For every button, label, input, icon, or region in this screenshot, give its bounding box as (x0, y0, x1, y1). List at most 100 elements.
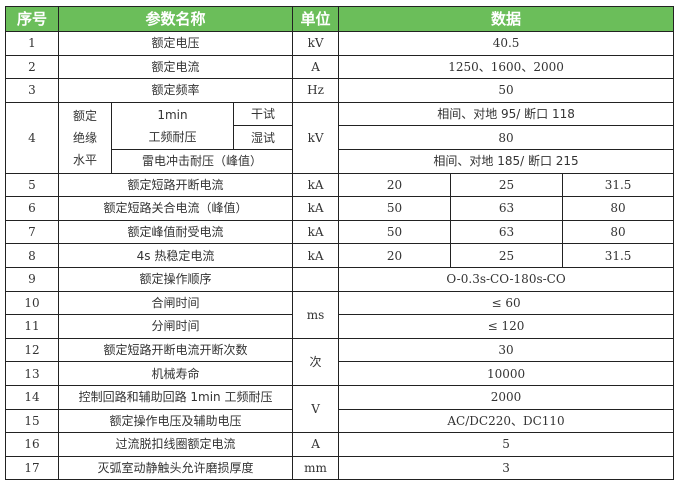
table-row: 15 额定操作电压及辅助电压 AC/DC220、DC110 (5, 408, 675, 434)
row-unit: Hz (292, 78, 340, 103)
freq-line: 1min (157, 107, 188, 122)
row-unit: A (292, 54, 340, 80)
row-name: 额定短路开断电流 (57, 172, 294, 198)
row-value: 50 (338, 196, 452, 221)
row-no: 8 (5, 243, 59, 268)
header-name: 参数名称 (57, 6, 294, 32)
row-no: 6 (5, 196, 59, 221)
row-data: 50 (338, 78, 675, 103)
table-row: 3 额定频率 Hz 50 (5, 78, 675, 103)
row-value: 50 (338, 219, 452, 245)
row-data: 40.5 (338, 31, 675, 56)
table-row: 2 额定电流 A 1250、1600、2000 (5, 54, 675, 80)
wet-value: 80 (338, 125, 675, 150)
table-row: 6 额定短路关合电流（峰值） kA 50 63 80 (5, 196, 675, 221)
row-unit: kV (292, 101, 340, 174)
row-unit: kA (292, 243, 340, 268)
header-data: 数据 (338, 6, 675, 32)
wet-test: 湿试 (232, 125, 294, 150)
row-value: 80 (562, 196, 675, 221)
row-no: 2 (5, 54, 59, 80)
row-value: 31.5 (562, 243, 675, 268)
group-line: 绝缘 (72, 130, 97, 145)
row-data: AC/DC220、DC110 (338, 408, 675, 434)
row-no: 10 (5, 290, 59, 316)
row-name: 控制回路和辅助回路 1min 工频耐压 (57, 384, 294, 410)
header-row: 序号 参数名称 单位 数据 (5, 6, 675, 32)
row-no: 16 (5, 432, 59, 457)
table-row: 10 合闸时间 ms ≤ 60 (5, 290, 675, 339)
row-name: 额定短路关合电流（峰值） (57, 196, 294, 221)
row-value: 31.5 (562, 172, 675, 198)
row-unit: kV (292, 31, 340, 56)
row-name: 额定操作顺序 (57, 266, 294, 292)
lightning-value: 相间、对地 185/ 断口 215 (338, 148, 675, 174)
table-row: 12 额定短路开断电流开断次数次 30 (5, 337, 675, 386)
row-no: 9 (5, 266, 59, 292)
table-row: 13 机械寿命 10000 (5, 361, 675, 386)
row-no: 15 (5, 408, 59, 434)
row-no: 13 (5, 361, 59, 386)
row-name: 额定短路开断电流开断次数 (57, 337, 294, 363)
lightning-label: 雷电冲击耐压（峰值） (110, 148, 294, 174)
power-freq-label: 1min 工频耐压 (111, 101, 234, 150)
row-name: 4s 热稳定电流 (57, 243, 294, 268)
row-no: 5 (5, 172, 59, 198)
table-row-4c: 雷电冲击耐压（峰值） 相间、对地 185/ 断口 215 (6, 148, 675, 174)
row-no: 12 (5, 337, 59, 363)
group-line: 水平 (72, 152, 97, 167)
row-value: 20 (338, 243, 452, 268)
row-unit: kA (292, 219, 340, 245)
row-value: 25 (450, 243, 564, 268)
header-no: 序号 (5, 6, 59, 32)
row-no: 11 (5, 314, 59, 339)
table-row: 16 过流脱扣线圈额定电流 A 5 (5, 432, 675, 457)
row-unit: kA (292, 172, 340, 198)
group-line: 额定 (72, 108, 97, 123)
row-data: 1250、1600、2000 (338, 54, 675, 80)
row-data: ≤ 120 (338, 314, 675, 339)
row-data: O-0.3s-CO-180s-CO (338, 266, 675, 292)
table-row: 8 4s 热稳定电流 kA 20 25 31.5 (5, 243, 675, 268)
table-row-4a: 4 额定 绝缘 水平 1min 工频耐压 干试 kV 相间、对地 95/ 断口 118 (5, 101, 675, 174)
table-row: 7 额定峰值耐受电流 kA 50 63 80 (5, 219, 675, 245)
row-name: 灭弧室动静触头允许磨损厚度 (57, 455, 294, 481)
table-row: 5 额定短路开断电流 kA 20 25 31.5 (5, 172, 675, 198)
row-name: 额定频率 (57, 78, 294, 103)
row-no: 7 (5, 219, 59, 245)
row-data: 10000 (338, 361, 675, 386)
insulation-group: 额定 绝缘 水平 (58, 101, 112, 174)
row-data: 3 (338, 455, 675, 481)
row-unit: kA (292, 196, 340, 221)
freq-line: 工频耐压 (148, 129, 197, 144)
header-unit: 单位 (292, 6, 340, 32)
row-name: 分闸时间 (57, 314, 294, 339)
dry-value: 相间、对地 95/ 断口 118 (338, 101, 675, 127)
row-no: 17 (5, 455, 59, 481)
row-name: 机械寿命 (57, 361, 294, 386)
row-value: 63 (450, 219, 564, 245)
row-name: 合闸时间 (57, 290, 294, 316)
table-row: 9 额定操作顺序 O-0.3s-CO-180s-CO (5, 266, 675, 292)
row-data: 2000 (338, 384, 675, 410)
table-row: 17 灭弧室动静触头允许磨损厚度 mm 3 (5, 455, 675, 481)
table-row: 11 分闸时间 ≤ 120 (5, 314, 675, 339)
table-row: 14 控制回路和辅助回路 1min 工频耐压 V 2000 (5, 384, 675, 434)
row-name: 额定峰值耐受电流 (57, 219, 294, 245)
row-name: 额定操作电压及辅助电压 (57, 408, 294, 434)
row-unit (292, 266, 340, 292)
row-name: 过流脱扣线圈额定电流 (57, 432, 294, 457)
row-unit: 次 (292, 337, 340, 386)
dry-test: 干试 (232, 101, 294, 127)
row-no: 14 (5, 384, 59, 410)
row-data: 30 (338, 337, 675, 363)
row-unit: V (292, 384, 340, 434)
row-unit: mm (292, 455, 340, 481)
row-name: 额定电流 (57, 54, 294, 80)
row-value: 80 (562, 219, 675, 245)
table-row-4b: 湿试 80 (6, 125, 675, 150)
row-value: 63 (450, 196, 564, 221)
row-data: ≤ 60 (338, 290, 675, 316)
row-unit: ms (292, 290, 340, 339)
row-value: 25 (450, 172, 564, 198)
